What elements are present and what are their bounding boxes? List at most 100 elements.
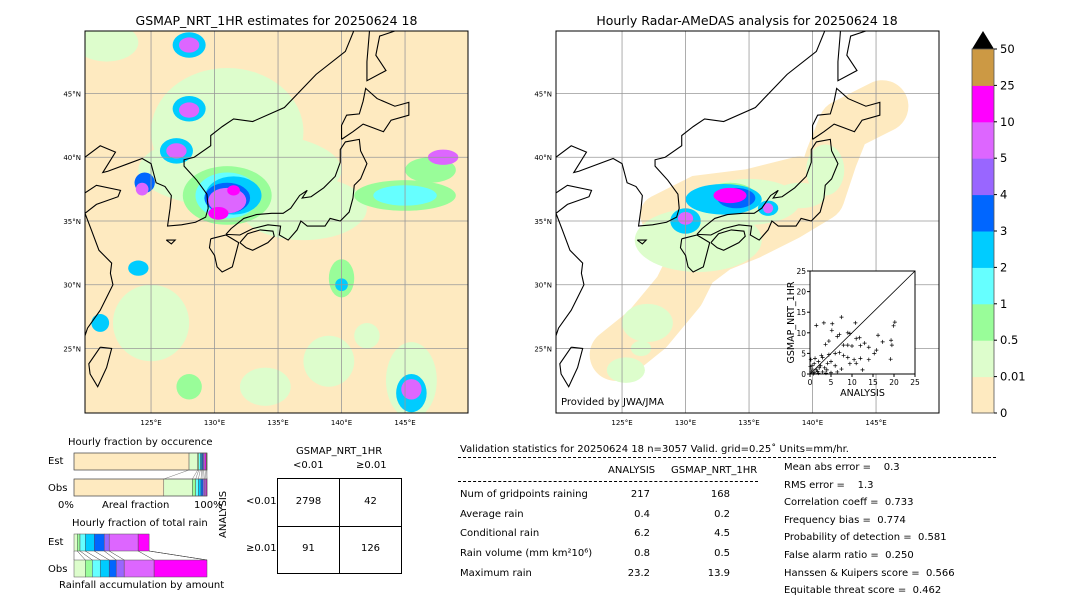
scatter-point <box>850 343 854 348</box>
score-line: Mean abs error = 0.3 <box>784 462 900 473</box>
score-line: Probability of detection = 0.581 <box>784 532 947 544</box>
row-axis-label: ANALYSIS <box>218 490 229 538</box>
rain-area <box>763 203 774 214</box>
scatter-point <box>810 367 815 372</box>
tick-100pct: 100% <box>194 500 223 511</box>
lat-tick-label: 25°N <box>534 345 552 353</box>
coastline <box>837 31 867 82</box>
occurrence-obs-segment <box>73 478 165 497</box>
scatter-point <box>811 371 816 376</box>
scatter-point <box>853 320 858 325</box>
stat-gsmap-value: 0.5 <box>714 548 730 560</box>
lon-tick-label: 125°E <box>140 419 161 427</box>
map-frame <box>555 30 940 414</box>
lon-tick-label: 140°E <box>802 419 823 427</box>
scatter-point <box>845 355 850 360</box>
col-analysis: ANALYSIS <box>608 465 656 476</box>
rain-est-segment <box>77 533 81 552</box>
coastline <box>811 87 881 140</box>
connector <box>109 550 125 561</box>
coastline <box>88 346 113 388</box>
colorbar-label: 10 <box>1000 115 1015 129</box>
lon-tick-label: 140°E <box>331 419 352 427</box>
scatter-point <box>847 331 852 336</box>
scatter-plot: 00 5 5 10 10 15 15 20 20 25 25 ANALYSIS GSMAP_NRT_1H… <box>786 267 920 399</box>
y-axis-label: GSMAP_NRT_1HR <box>786 281 797 363</box>
tick-0pct: 0% <box>58 500 74 511</box>
connector <box>149 550 208 561</box>
x-tick-label: 15 <box>868 378 878 387</box>
colorbar-label: 5 <box>1000 151 1007 165</box>
lon-tick-label: 130°E <box>675 419 696 427</box>
coastline <box>165 239 177 245</box>
lon-tick-label: 145°E <box>865 419 886 427</box>
rain-area <box>713 187 747 204</box>
scatter-point <box>852 357 857 362</box>
lat-tick-label: 25°N <box>63 345 81 353</box>
stat-analysis-value: 23.2 <box>627 567 650 579</box>
y-tick-label: 5 <box>801 349 806 358</box>
y-tick-label: 20 <box>796 288 806 297</box>
map-frame <box>84 30 469 414</box>
scatter-point <box>860 367 865 372</box>
coastline <box>208 234 240 273</box>
est-label-2: Est <box>48 537 64 548</box>
rain-est-segment <box>79 533 86 552</box>
est-label: Est <box>48 456 64 467</box>
bar-frame <box>73 452 208 471</box>
scatter-point <box>888 357 893 362</box>
scatter-point <box>835 334 840 339</box>
lat-tick-label: 40°N <box>534 154 552 162</box>
colorbar-label: 50 <box>1000 42 1015 56</box>
right-map-title: Hourly Radar-AMeDAS analysis for 2025062… <box>596 13 898 28</box>
scatter-point <box>820 355 825 360</box>
score-line: Equitable threat score = 0.462 <box>784 585 942 597</box>
scatter-point <box>866 345 871 350</box>
score-line: Frequency bias = 0.774 <box>784 514 906 526</box>
x-tick-label: 20 <box>889 378 899 387</box>
scatter-point <box>858 343 863 348</box>
occurrence-title: Hourly fraction by occurence <box>68 437 213 448</box>
map-layer <box>556 31 939 413</box>
rain-obs-segment <box>99 559 110 578</box>
y-tick-label: 10 <box>796 329 806 338</box>
rain-area <box>176 373 202 400</box>
connector <box>163 469 190 480</box>
col-label-ge: ≥0.01 <box>356 460 387 471</box>
scatter-point <box>866 357 871 362</box>
rain-area <box>166 143 187 159</box>
scatter-point <box>809 369 814 374</box>
scatter-point <box>812 361 817 366</box>
rain-est-segment <box>85 533 95 552</box>
colorbar-label: 4 <box>1000 188 1007 202</box>
obs-label-2: Obs <box>48 564 68 575</box>
lat-tick-label: 30°N <box>63 282 81 290</box>
stat-gsmap-value: 168 <box>710 489 730 500</box>
scatter-point <box>829 328 834 333</box>
rain-obs-segment <box>85 559 93 578</box>
lon-tick-label: 135°E <box>738 419 759 427</box>
scatter-point <box>889 343 894 348</box>
scatter-point <box>854 336 859 341</box>
stat-gsmap-value: 4.5 <box>714 528 730 540</box>
stat-analysis-value: 0.8 <box>634 548 650 560</box>
scatter-point <box>820 369 825 374</box>
scatter-point <box>815 369 820 374</box>
rain-obs-segment <box>92 559 101 578</box>
scatter-point <box>823 371 828 376</box>
scatter-point <box>847 361 852 366</box>
lon-tick-label: 130°E <box>204 419 225 427</box>
colorbar-label: 25 <box>1000 78 1015 92</box>
scatter-point <box>830 321 835 326</box>
total-rain-title: Hourly fraction of total rain <box>72 518 208 529</box>
score-line: RMS error = 1.3 <box>784 479 874 491</box>
scatter-point <box>891 323 896 328</box>
colorbar-swatch <box>972 158 994 196</box>
colorbar-swatch <box>972 121 994 159</box>
scatter-point <box>818 363 823 368</box>
coastline <box>366 31 396 82</box>
coastline <box>556 31 826 227</box>
scatter-point <box>819 353 824 358</box>
scatter-point <box>823 342 828 347</box>
scatter-point <box>845 330 850 335</box>
